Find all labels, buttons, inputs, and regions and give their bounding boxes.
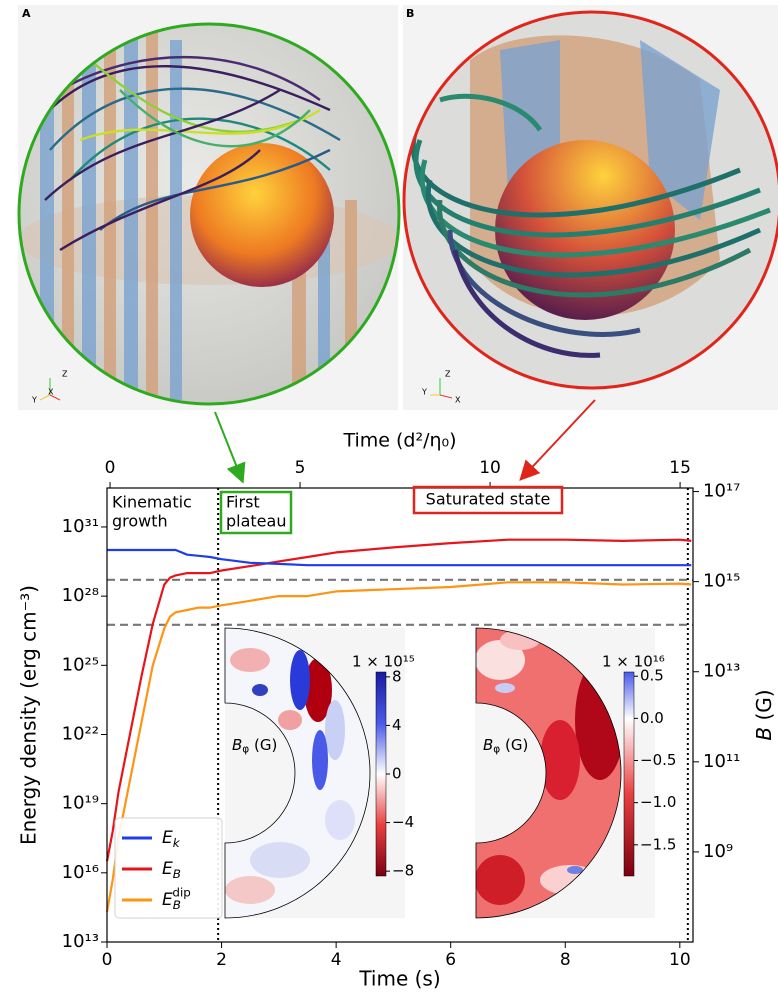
inset-1 [225, 628, 405, 918]
x-tick-label: 2 [216, 950, 227, 970]
annotation: First [226, 493, 260, 512]
annotation: Saturated state [426, 490, 551, 509]
y2-tick-label: 10¹³ [703, 661, 740, 682]
inset-label: Bφ (G) [232, 736, 277, 756]
y-tick-label: 10¹⁶ [62, 862, 99, 883]
colorbar-tick-label: 0.0 [640, 709, 664, 727]
y-tick-label: 10¹³ [62, 931, 99, 952]
colorbar-tick-label: −4 [392, 813, 414, 831]
x-tick-label: 8 [560, 950, 571, 970]
panel-b-render [404, 12, 778, 388]
panel-a: A Z Y X [18, 5, 399, 410]
colorbar-scale: 1 × 10¹⁵ [352, 653, 415, 671]
x-axis-label: Time (s) [358, 967, 440, 991]
axis-label: X [48, 388, 54, 397]
x-tick-label: 10 [669, 950, 691, 970]
inset-2 [475, 628, 655, 918]
y-axis-label: Energy density (erg cm⁻³) [17, 585, 41, 845]
colorbar-tick-label: −1.0 [640, 793, 676, 811]
y2-tick-label: 10¹⁷ [703, 481, 740, 502]
y-tick-label: 10³¹ [62, 516, 99, 537]
axis-label: Z [62, 370, 68, 379]
data-line [107, 550, 691, 565]
x2-tick-label: 10 [479, 458, 501, 478]
x2-tick-label: 5 [295, 458, 306, 478]
panel-a-render [19, 24, 399, 404]
y2-tick-label: 10¹¹ [703, 751, 740, 772]
annotation: plateau [226, 512, 286, 531]
y2-tick-label: 10¹⁵ [703, 571, 740, 592]
inset-label: Bφ (G) [483, 736, 528, 756]
axis-label: Y [31, 396, 37, 405]
panel-b: B Z Y X [403, 5, 778, 410]
colorbar-tick-label: −1.5 [640, 835, 676, 853]
panel-label: B [406, 7, 414, 20]
annotation: Kinematic [112, 493, 192, 512]
y2-axis-label: B (G) [752, 689, 776, 740]
annotation: growth [112, 512, 168, 531]
y-tick-label: 10²² [62, 723, 99, 744]
y-tick-label: 10²⁸ [62, 585, 99, 606]
x2-tick-label: 15 [669, 458, 691, 478]
axis-label: Y [421, 388, 427, 397]
y2-tick-label: 10⁹ [703, 841, 733, 862]
arrow [522, 400, 595, 478]
x2-axis-label: Time (d²/η₀) [342, 430, 456, 452]
colorbar-tick-label: −0.5 [640, 751, 676, 769]
colorbar-tick-label: −8 [392, 862, 414, 880]
axis-label: X [455, 396, 461, 405]
arrow [215, 412, 242, 480]
x-tick-label: 0 [102, 950, 113, 970]
y-tick-label: 10¹⁹ [62, 793, 99, 814]
x-tick-label: 4 [331, 950, 342, 970]
axis-label: Z [445, 370, 451, 379]
figure: A Z Y X B Z Y X [0, 0, 778, 993]
panel-label: A [22, 7, 31, 20]
colorbar-tick-label: 0 [392, 765, 402, 783]
colorbar-scale: 1 × 10¹⁶ [602, 653, 665, 671]
x-tick-label: 6 [445, 950, 456, 970]
y-tick-label: 10²⁵ [62, 654, 99, 675]
colorbar-tick-label: 4 [392, 716, 402, 734]
x2-tick-label: 0 [105, 458, 116, 478]
